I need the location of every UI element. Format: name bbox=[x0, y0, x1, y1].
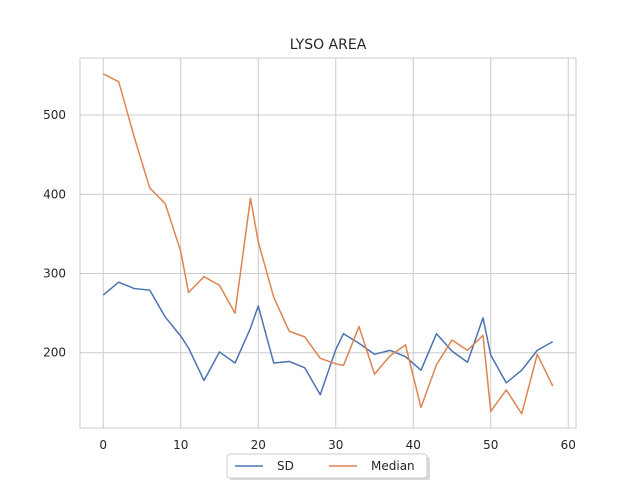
y-tick-label: 300 bbox=[43, 267, 66, 281]
legend: SD Median bbox=[226, 453, 430, 480]
grid bbox=[80, 58, 576, 428]
x-tick-label: 50 bbox=[483, 438, 498, 452]
x-tick-label: 0 bbox=[99, 438, 107, 452]
chart-title: LYSO AREA bbox=[290, 37, 367, 53]
legend-box bbox=[226, 453, 428, 479]
series-line-median bbox=[102, 73, 554, 415]
x-tick-label: 10 bbox=[173, 438, 188, 452]
series-line-sd bbox=[102, 281, 554, 396]
x-tick-label: 40 bbox=[406, 438, 421, 452]
series-lines bbox=[102, 73, 554, 415]
legend-label-sd: SD bbox=[277, 459, 294, 473]
x-tick-label: 20 bbox=[251, 438, 266, 452]
x-tick-label: 30 bbox=[328, 438, 343, 452]
plot-frame bbox=[79, 57, 577, 429]
x-tick-label: 60 bbox=[561, 438, 576, 452]
tick-labels: 0 10 20 30 40 50 60 200 300 400 500 bbox=[43, 108, 576, 452]
y-tick-label: 200 bbox=[43, 346, 66, 360]
legend-label-median: Median bbox=[371, 459, 415, 473]
y-tick-label: 500 bbox=[43, 108, 66, 122]
y-tick-label: 400 bbox=[43, 187, 66, 201]
